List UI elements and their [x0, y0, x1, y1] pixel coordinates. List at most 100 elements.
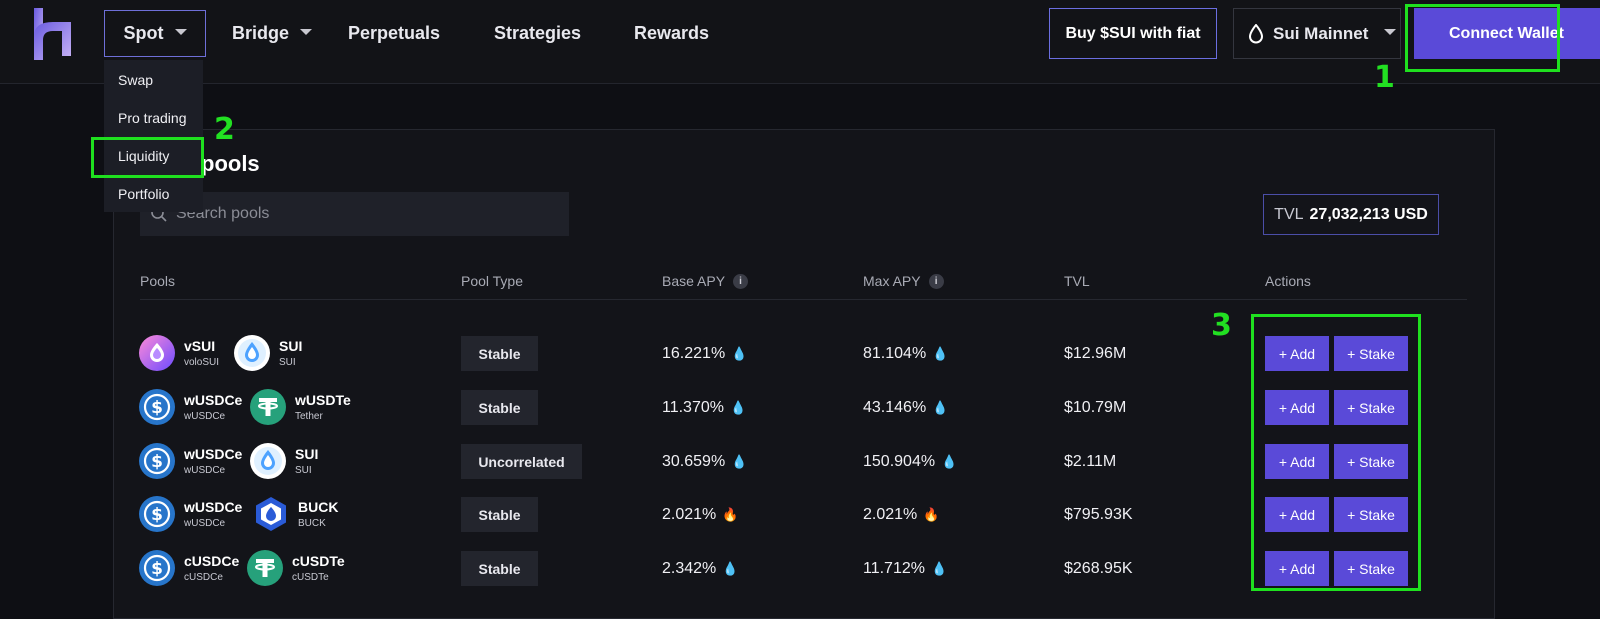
usdc-icon: $ [139, 389, 175, 425]
search-input[interactable] [176, 205, 556, 223]
buy-sui-fiat-button[interactable]: Buy $SUI with fiat [1049, 8, 1217, 59]
token-symbol: cUSDTe [292, 553, 345, 569]
token-name: SUI [295, 465, 312, 476]
add-liquidity-button[interactable]: + Add [1265, 551, 1329, 586]
max-apy-text: 2.021% [863, 506, 918, 523]
table-row: $ wUSDCe wUSDCe BUCK BUCK Stable 2.021% 🔥 2.021%… [0, 487, 1600, 541]
base-apy-value: 11.370% 💧 [662, 399, 746, 417]
network-label: Sui Mainnet [1273, 23, 1369, 43]
token-text: SUI SUI [295, 446, 318, 476]
menu-item-swap[interactable]: Swap [118, 72, 154, 88]
token-pair-second: BUCK BUCK [253, 496, 338, 532]
menu-item-pro-trading[interactable]: Pro trading [118, 110, 187, 126]
stake-button[interactable]: + Stake [1334, 551, 1408, 586]
chevron-down-icon [300, 28, 313, 35]
token-text: wUSDCe wUSDCe [184, 392, 242, 422]
search-bar[interactable] [140, 192, 569, 236]
token-symbol: wUSDCe [184, 499, 243, 515]
pool-type-badge: Stable [461, 497, 538, 532]
sui-droplet-icon [1248, 23, 1264, 43]
nav-spot-label: Spot [123, 23, 164, 43]
spot-dropdown-menu: Swap Pro trading Liquidity Portfolio [104, 60, 203, 212]
header-pool-type-label: Pool Type [461, 273, 524, 289]
pool-type-badge: Uncorrelated [461, 444, 582, 479]
header-actions-label: Actions [1265, 273, 1311, 289]
header-max-apy-label: Max APY [863, 273, 921, 289]
token-name: Tether [295, 411, 323, 422]
stake-button[interactable]: + Stake [1334, 497, 1408, 532]
app-logo[interactable] [33, 8, 71, 60]
total-tvl-badge: TVL 27,032,213 USD [1263, 194, 1439, 235]
token-name: wUSDCe [184, 518, 226, 529]
tvl-value: $10.79M [1064, 399, 1127, 416]
svg-text:$: $ [151, 452, 163, 472]
menu-item-portfolio[interactable]: Portfolio [118, 186, 170, 202]
token-name: cUSDTe [292, 572, 329, 583]
buy-sui-fiat-label: Buy $SUI with fiat [1065, 24, 1201, 42]
token-symbol: wUSDCe [184, 392, 243, 408]
header-pools-label: Pools [140, 273, 176, 289]
sui-icon [234, 335, 270, 371]
buck-icon [253, 496, 289, 532]
network-selector[interactable]: Sui Mainnet [1233, 8, 1401, 59]
token-pair-first: $ cUSDCe cUSDCe [139, 550, 239, 586]
connect-wallet-label: Connect Wallet [1449, 24, 1564, 42]
add-liquidity-button[interactable]: + Add [1265, 497, 1329, 532]
top-navigation-bar: Spot Bridge Perpetuals Strategies Reward… [0, 0, 1600, 84]
info-icon[interactable]: i [928, 273, 944, 289]
stake-button[interactable]: + Stake [1334, 336, 1408, 371]
header-pools: Pools [140, 273, 175, 289]
token-text: wUSDTe Tether [295, 392, 351, 422]
info-icon[interactable]: i [733, 273, 749, 289]
token-text: SUI SUI [279, 338, 302, 368]
header-tvl-label: TVL [1064, 273, 1090, 289]
nav-rewards[interactable]: Rewards [634, 10, 709, 57]
max-apy-value: 43.146% 💧 [863, 399, 948, 417]
token-name: cUSDCe [184, 572, 223, 583]
volo-sui-icon [139, 335, 175, 371]
menu-item-liquidity[interactable]: Liquidity [118, 148, 170, 164]
token-text: cUSDCe cUSDCe [184, 553, 239, 583]
tvl-value: $268.95K [1064, 560, 1133, 577]
annotation-box-connect-wallet [1405, 4, 1560, 72]
add-liquidity-button[interactable]: + Add [1265, 336, 1329, 371]
max-apy-value: 2.021% 🔥 [863, 506, 939, 524]
token-symbol: BUCK [298, 499, 339, 515]
droplet-icon: 💧 [722, 561, 739, 576]
add-liquidity-button[interactable]: + Add [1265, 444, 1329, 479]
droplet-icon: 💧 [941, 454, 958, 469]
nav-strategies[interactable]: Strategies [494, 10, 581, 57]
token-pair-first: $ wUSDCe wUSDCe [139, 389, 242, 425]
token-pair-second: wUSDTe Tether [250, 389, 351, 425]
token-text: BUCK BUCK [298, 499, 338, 529]
base-apy-value: 30.659% 💧 [662, 453, 747, 471]
annotation-number-3: 3 [1211, 308, 1232, 343]
fire-icon: 🔥 [923, 507, 940, 522]
max-apy-value: 150.904% 💧 [863, 453, 957, 471]
token-text: wUSDCe wUSDCe [184, 446, 242, 476]
stake-button[interactable]: + Stake [1334, 390, 1408, 425]
svg-text:$: $ [151, 398, 163, 418]
nav-strategies-label: Strategies [494, 23, 582, 43]
add-liquidity-button[interactable]: + Add [1265, 390, 1329, 425]
token-symbol: SUI [279, 338, 303, 354]
header-tvl: TVL [1064, 273, 1090, 289]
header-base-apy-label: Base APY [662, 273, 726, 289]
connect-wallet-button[interactable]: Connect Wallet [1414, 8, 1600, 59]
tvl-value: $12.96M [1064, 345, 1127, 362]
max-apy-value: 11.712% 💧 [863, 560, 947, 578]
chevron-down-icon [174, 28, 187, 35]
nav-bridge[interactable]: Bridge [232, 10, 313, 57]
droplet-icon: 💧 [932, 400, 949, 415]
nav-perpetuals[interactable]: Perpetuals [348, 10, 440, 57]
sui-icon [250, 443, 286, 479]
base-apy-text: 11.370% [662, 399, 724, 416]
table-row: vSUI voloSUI SUI SUI Stable 16.221% 💧 81.104% 💧 $… [0, 326, 1600, 380]
usdc-icon: $ [139, 443, 175, 479]
annotation-number-2: 2 [214, 112, 235, 147]
usdc-icon: $ [139, 496, 175, 532]
nav-spot[interactable]: Spot [104, 10, 206, 57]
base-apy-text: 16.221% [662, 345, 726, 362]
stake-button[interactable]: + Stake [1334, 444, 1408, 479]
tether-icon [247, 550, 283, 586]
